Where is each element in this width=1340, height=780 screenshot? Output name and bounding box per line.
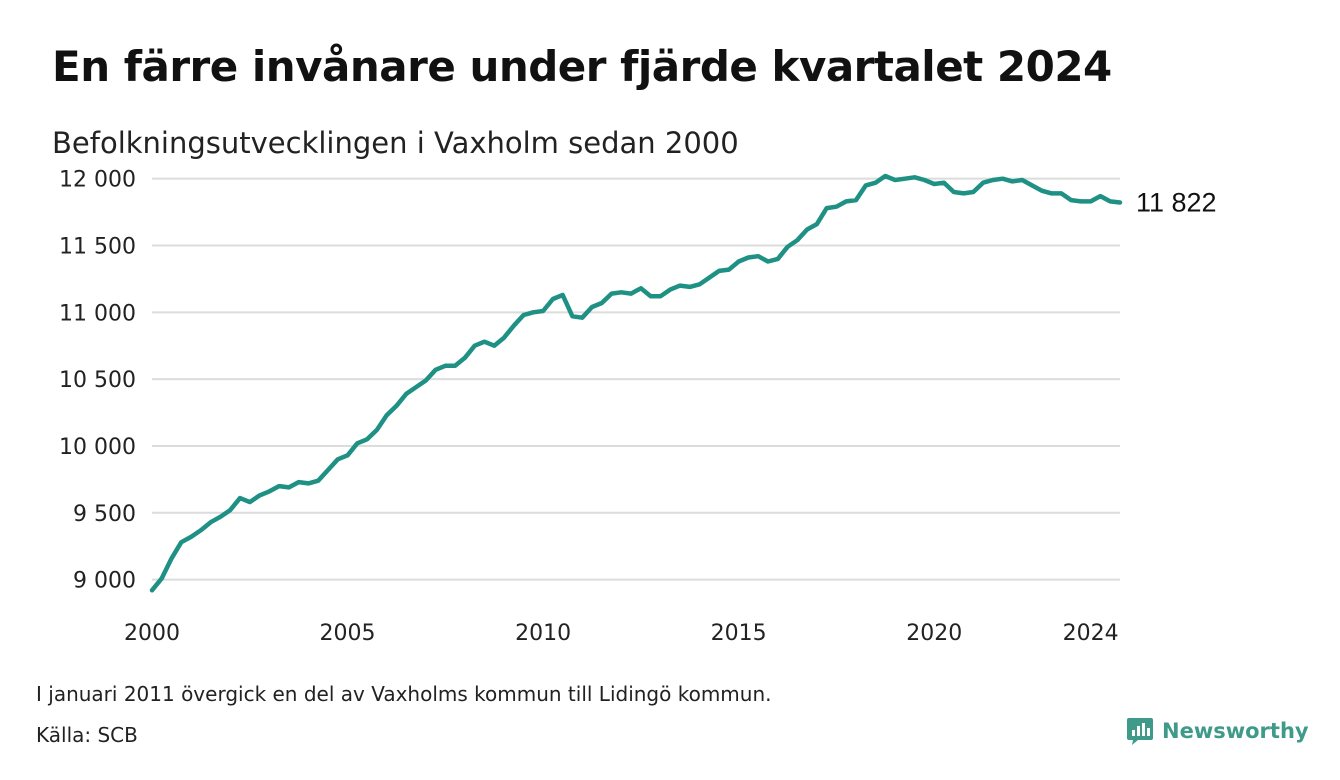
footnote: I januari 2011 övergick en del av Vaxhol… (36, 682, 772, 706)
x-tick-label: 2024 (1063, 621, 1119, 646)
x-tick-label: 2020 (906, 621, 962, 646)
y-tick-label: 9 500 (73, 502, 136, 527)
source-credit: Källa: SCB (36, 723, 138, 747)
chart-subtitle: Befolkningsutvecklingen i Vaxholm sedan … (52, 126, 739, 160)
y-tick-label: 10 000 (59, 435, 136, 460)
population-line-chart: 9 000 9 500 10 000 10 500 11 000 11 500 12 000… (59, 168, 1217, 646)
chart-title: En färre invånare under fjärde kvartalet… (52, 42, 1112, 91)
x-tick-label: 2005 (320, 621, 376, 646)
x-tick-label: 2015 (711, 621, 767, 646)
end-value-label: 11 822 (1136, 187, 1217, 217)
y-tick-label: 10 500 (59, 368, 136, 393)
brand-name: Newsworthy (1162, 719, 1309, 743)
y-tick-label: 9 000 (73, 569, 136, 594)
newsworthy-brand[interactable]: Newsworthy (1126, 716, 1309, 746)
y-gridlines (152, 177, 1120, 581)
y-tick-label: 11 500 (59, 235, 136, 260)
newsworthy-logo-icon (1127, 718, 1153, 745)
x-axis-tick-labels: 2000 2005 2010 2015 2020 2024 (124, 621, 1119, 646)
y-axis-tick-labels: 9 000 9 500 10 000 10 500 11 000 11 500 12 000 (59, 168, 136, 594)
population-series-line (149, 173, 1123, 593)
x-tick-label: 2000 (124, 621, 180, 646)
y-tick-label: 12 000 (59, 168, 136, 193)
x-tick-label: 2010 (515, 621, 571, 646)
y-tick-label: 11 000 (59, 301, 136, 326)
